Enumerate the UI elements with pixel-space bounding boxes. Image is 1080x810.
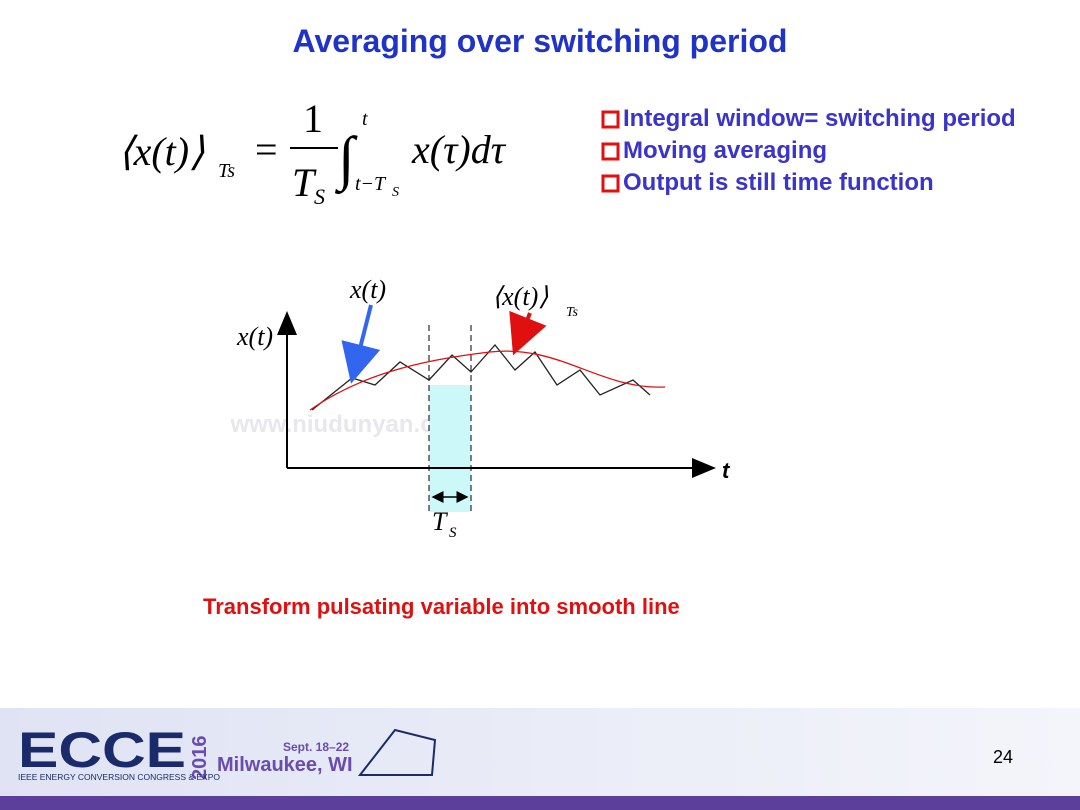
- bullet-box: [601, 142, 620, 161]
- formula-denominator-sub: S: [314, 184, 325, 209]
- lower-limit: t−T: [355, 173, 387, 195]
- footer-logo: ECCE: [18, 722, 186, 778]
- diagram: www.niudunyan.com x(t) ⟨x(t)⟩ Ts x(t) t …: [229, 275, 731, 541]
- average-arrow: [509, 310, 547, 356]
- period-window: [429, 385, 471, 512]
- footer-stripe: [0, 796, 1080, 810]
- average-curve: [309, 350, 666, 411]
- integrand: x(τ)dτ: [411, 127, 507, 172]
- footer-year: 2016: [189, 736, 211, 781]
- signal-label: x(t): [349, 275, 386, 304]
- formula-sub: Ts: [218, 160, 235, 182]
- footer-org: IEEE ENERGY CONVERSION CONGRESS & EXPO: [18, 772, 220, 782]
- footer-emblem: [357, 728, 437, 776]
- bullet-box: [601, 174, 620, 193]
- formula-equals: =: [255, 127, 278, 172]
- footer-place: Milwaukee, WI: [217, 754, 353, 776]
- caption: Transform pulsating variable into smooth…: [203, 594, 680, 619]
- title: Averaging over switching period: [293, 23, 788, 59]
- footer-band: [0, 708, 1080, 798]
- average-label-sub: Ts: [566, 305, 579, 320]
- bullet-box: [601, 110, 620, 129]
- y-axis-label: x(t): [236, 322, 273, 351]
- bullet-text: Output is still time function: [623, 169, 934, 196]
- lower-limit-sub: S: [392, 185, 399, 200]
- x-axis-label: t: [722, 458, 731, 483]
- average-label: ⟨x(t)⟩: [492, 282, 548, 311]
- formula-denominator: T: [292, 160, 317, 205]
- page-number: 24: [993, 747, 1013, 767]
- pulsating-signal: [311, 343, 651, 411]
- formula-numerator: 1: [303, 96, 323, 141]
- upper-limit: t: [362, 108, 368, 130]
- formula-lhs: ⟨x(t)⟩: [118, 129, 205, 174]
- bullet-list: Integral window= switching period Moving …: [601, 105, 1016, 196]
- bullet-text: Integral window= switching period: [623, 105, 1016, 132]
- formula: ⟨x(t)⟩ Ts = 1 T S ∫ t t−T S x(τ)dτ: [118, 96, 507, 209]
- bullet-text: Moving averaging: [623, 137, 827, 164]
- integral-sign: ∫: [335, 125, 358, 195]
- footer-dates: Sept. 18–22: [283, 740, 349, 754]
- period-label-sub: S: [449, 525, 457, 541]
- period-label: T: [432, 507, 448, 536]
- signal-arrow: [341, 304, 381, 384]
